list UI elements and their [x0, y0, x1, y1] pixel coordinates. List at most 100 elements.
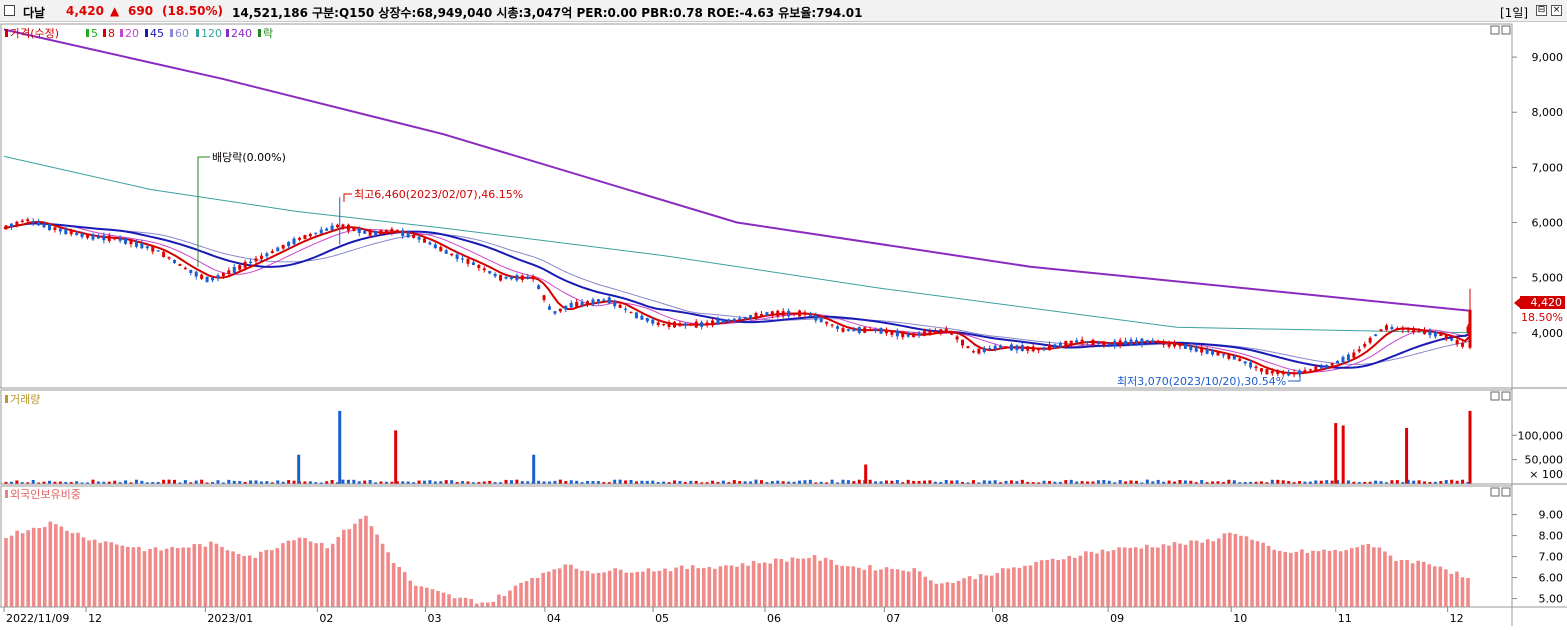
volume-bar: [1384, 482, 1388, 484]
foreign-ratio-bar: [613, 568, 617, 607]
candle-body: [928, 330, 932, 335]
volume-bar: [58, 481, 62, 484]
candle-body: [933, 330, 937, 333]
foreign-ratio-bar: [1322, 549, 1326, 607]
volume-bar: [1417, 480, 1421, 484]
volume-bar: [1140, 482, 1144, 484]
volume-bar: [1113, 482, 1117, 484]
volume-bar: [330, 480, 334, 484]
foreign-ratio-bar: [718, 566, 723, 607]
volume-bar: [1444, 480, 1448, 484]
volume-bar: [1336, 480, 1340, 484]
volume-bar: [613, 479, 617, 484]
candle-body: [194, 271, 198, 277]
volume-bar: [988, 480, 992, 484]
candle-body: [53, 227, 57, 231]
volume-bar: [662, 481, 666, 484]
volume-bar: [129, 482, 133, 484]
candle-body: [537, 285, 541, 289]
foreign-ratio-bar: [635, 571, 640, 607]
stock-chart: 가격(수정) 5 8 20 45 60 120 240 락 거래량 외국인보유비…: [0, 22, 1567, 630]
foreign-ratio-bar: [1338, 551, 1343, 607]
volume-bar: [346, 479, 350, 484]
volume-bar: [841, 479, 845, 484]
volume-bar: [520, 481, 524, 484]
volume-bar: [1178, 479, 1182, 484]
candle-body: [1303, 370, 1307, 372]
volume-bar: [1020, 479, 1024, 484]
foreign-ratio-bar: [452, 598, 457, 607]
foreign-ratio-bar: [275, 548, 280, 607]
foreign-ratio-bar: [1006, 568, 1011, 607]
foreign-ratio-bar: [989, 575, 994, 607]
foreign-ratio-bar: [823, 557, 828, 607]
volume-bar: [596, 481, 600, 484]
candle-body: [656, 322, 660, 326]
foreign-ratio-bar: [4, 538, 8, 607]
x-tick-label: 02: [319, 612, 333, 625]
candle-body: [966, 346, 970, 349]
candle-body: [1352, 352, 1356, 358]
candle-body: [466, 258, 470, 264]
volume-bar: [303, 481, 307, 484]
candle-body: [634, 312, 638, 319]
volume-bar: [1064, 480, 1068, 484]
foreign-ratio-bar: [1366, 543, 1371, 607]
period-selector[interactable]: [1일]: [1500, 6, 1529, 20]
volume-bar: [901, 482, 905, 484]
foreign-ratio-bar: [834, 564, 839, 607]
foreign-ratio-bar: [862, 569, 867, 607]
volume-bar: [145, 482, 149, 484]
volume-bar: [314, 482, 318, 484]
volume-bar: [607, 482, 611, 484]
foreign-ratio-bar: [402, 572, 407, 607]
volume-bar: [461, 481, 465, 484]
foreign-ratio-bar: [746, 565, 750, 607]
candle-body: [341, 224, 345, 228]
volume-bar: [394, 430, 398, 484]
volume-bar: [537, 480, 541, 484]
price-tick-label: 4,000: [1532, 327, 1564, 340]
candle-body: [1216, 352, 1220, 356]
candle-body: [1466, 326, 1470, 333]
candle-body: [1075, 340, 1079, 343]
minimize-icon[interactable]: ⊟: [1536, 5, 1547, 16]
volume-bar: [167, 479, 171, 484]
volume-bar: [1254, 481, 1258, 484]
foreign-ratio-bar: [1333, 549, 1337, 607]
volume-bar: [107, 481, 111, 484]
checkbox[interactable]: [4, 5, 15, 16]
volume-bar: [667, 482, 671, 484]
candle-body: [493, 273, 497, 277]
foreign-ratio-bar: [292, 540, 296, 607]
candle-body: [1249, 362, 1253, 368]
foreign-ratio-bar: [98, 542, 102, 607]
panel-buttons[interactable]: [1490, 25, 1511, 497]
volume-bar: [455, 482, 459, 484]
volume-bar: [292, 480, 296, 484]
candle-body: [1276, 371, 1280, 374]
volume-bar: [721, 480, 725, 484]
x-tick-label: 04: [547, 612, 561, 625]
foreign-ratio-bar: [37, 528, 42, 607]
volume-bar: [1102, 479, 1106, 484]
volume-bar: [532, 454, 536, 484]
candle-body: [1384, 325, 1388, 330]
close-icon[interactable]: ×: [1551, 5, 1562, 16]
volume-bar: [1096, 480, 1100, 484]
volume-bar: [798, 480, 802, 484]
volume-bar: [1058, 481, 1062, 484]
volume-bar: [672, 480, 676, 484]
candle-body: [1292, 372, 1296, 375]
legend-ma240: 240: [231, 27, 252, 40]
candle-body: [406, 232, 410, 238]
volume-bar: [1004, 480, 1008, 484]
volume-bar: [1287, 481, 1291, 484]
volume-bar: [683, 482, 687, 484]
foreign-ratio-bar: [1327, 550, 1332, 607]
foreign-ratio-bar: [890, 568, 894, 607]
volume-bar: [401, 481, 405, 484]
foreign-ratio-bar: [984, 575, 989, 607]
volume-bar: [1439, 481, 1443, 484]
volume-bar: [977, 482, 981, 484]
